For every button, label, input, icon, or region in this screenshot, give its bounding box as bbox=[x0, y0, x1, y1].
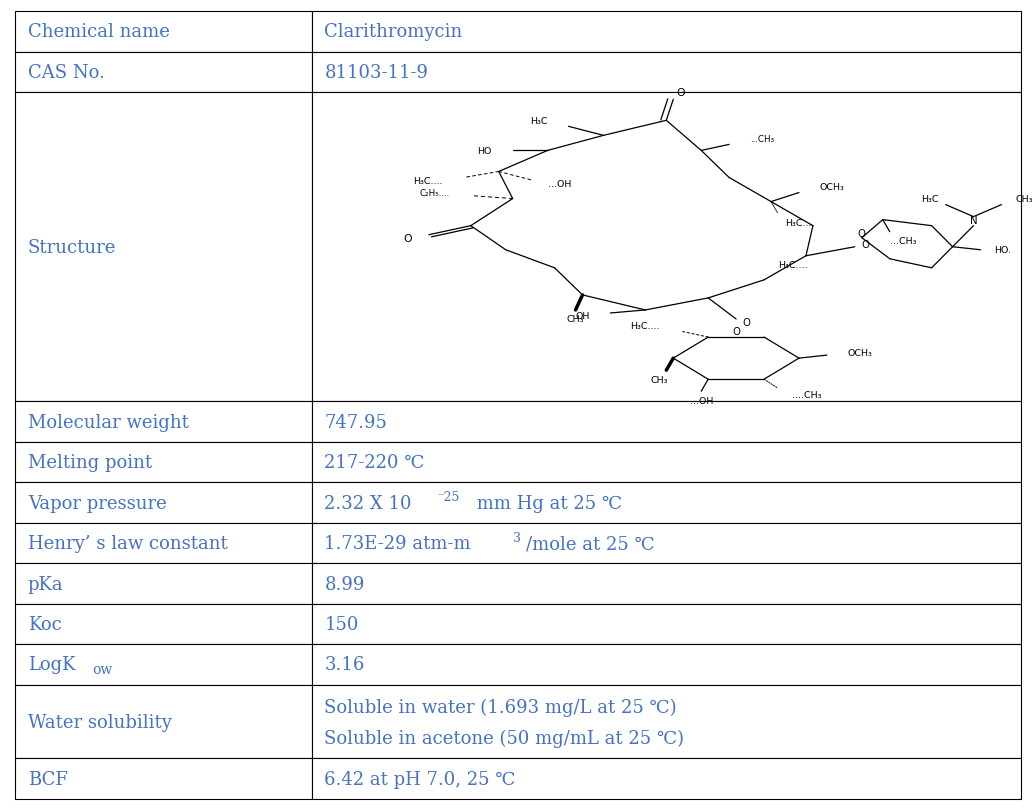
Text: 1.73E-29 atm-m: 1.73E-29 atm-m bbox=[324, 534, 471, 552]
Bar bbox=[312, 53, 1021, 93]
Text: H₃C....: H₃C.... bbox=[413, 177, 443, 186]
Text: CAS No.: CAS No. bbox=[28, 64, 104, 82]
Text: ⁻25: ⁻25 bbox=[437, 491, 460, 504]
Text: Molecular weight: Molecular weight bbox=[28, 413, 189, 431]
Text: ...CH₃: ...CH₃ bbox=[750, 135, 774, 144]
Text: LogK: LogK bbox=[28, 655, 75, 674]
Bar bbox=[15, 758, 312, 799]
Text: O: O bbox=[743, 318, 751, 328]
Bar bbox=[312, 401, 1021, 442]
Text: mm Hg at 25 ℃: mm Hg at 25 ℃ bbox=[471, 494, 622, 512]
Bar bbox=[15, 93, 312, 401]
Bar bbox=[312, 564, 1021, 604]
Text: Soluble in water (1.693 mg/L at 25 ℃): Soluble in water (1.693 mg/L at 25 ℃) bbox=[324, 697, 677, 716]
Bar bbox=[15, 564, 312, 604]
Text: C₂H₅....: C₂H₅.... bbox=[419, 189, 449, 198]
Text: CH₃: CH₃ bbox=[1015, 195, 1033, 204]
Text: ...OH: ...OH bbox=[690, 397, 713, 406]
Text: ow: ow bbox=[92, 663, 113, 676]
Text: /mole at 25 ℃: /mole at 25 ℃ bbox=[526, 534, 655, 552]
Text: Vapor pressure: Vapor pressure bbox=[28, 494, 166, 512]
Text: CH₃: CH₃ bbox=[651, 375, 668, 384]
Text: ....CH₃: ....CH₃ bbox=[792, 390, 821, 399]
Bar bbox=[15, 604, 312, 645]
Text: OCH₃: OCH₃ bbox=[820, 182, 845, 191]
Text: 6.42 at pH 7.0, 25 ℃: 6.42 at pH 7.0, 25 ℃ bbox=[324, 770, 515, 787]
Bar bbox=[312, 12, 1021, 53]
Text: ...OH: ...OH bbox=[547, 180, 571, 189]
Text: H₃C....: H₃C.... bbox=[785, 219, 814, 228]
Bar bbox=[312, 523, 1021, 564]
Text: 150: 150 bbox=[324, 616, 358, 633]
Text: O: O bbox=[862, 239, 870, 250]
Text: Water solubility: Water solubility bbox=[28, 713, 171, 731]
Text: O: O bbox=[732, 327, 740, 337]
Text: Koc: Koc bbox=[28, 616, 62, 633]
Bar bbox=[15, 645, 312, 684]
Text: H₃C: H₃C bbox=[530, 117, 547, 126]
Text: O: O bbox=[857, 229, 866, 239]
Text: Structure: Structure bbox=[28, 238, 117, 256]
Text: 217-220 ℃: 217-220 ℃ bbox=[324, 453, 425, 471]
Bar bbox=[15, 523, 312, 564]
Text: 2.32 X 10: 2.32 X 10 bbox=[324, 494, 412, 512]
Text: HO.: HO. bbox=[995, 246, 1011, 255]
Text: 3.16: 3.16 bbox=[324, 655, 365, 674]
Text: Soluble in acetone (50 mg/mL at 25 ℃): Soluble in acetone (50 mg/mL at 25 ℃) bbox=[324, 729, 685, 747]
Text: CH₃: CH₃ bbox=[567, 315, 585, 324]
Text: Henry’ s law constant: Henry’ s law constant bbox=[28, 534, 227, 552]
Text: H₃C....: H₃C.... bbox=[630, 321, 659, 330]
Text: N: N bbox=[970, 216, 977, 225]
Bar bbox=[15, 401, 312, 442]
Text: OCH₃: OCH₃ bbox=[848, 348, 873, 357]
Text: H₃C....: H₃C.... bbox=[778, 261, 808, 270]
Text: OH: OH bbox=[575, 312, 590, 321]
Bar bbox=[312, 758, 1021, 799]
Bar bbox=[15, 53, 312, 93]
Bar bbox=[312, 442, 1021, 483]
Bar bbox=[15, 12, 312, 53]
Bar bbox=[312, 93, 1021, 401]
Text: Clarithromycin: Clarithromycin bbox=[324, 24, 463, 41]
Text: BCF: BCF bbox=[28, 770, 68, 787]
Text: Melting point: Melting point bbox=[28, 453, 152, 471]
Text: 8.99: 8.99 bbox=[324, 575, 365, 593]
Bar bbox=[15, 684, 312, 758]
Text: 747.95: 747.95 bbox=[324, 413, 387, 431]
Bar bbox=[15, 442, 312, 483]
Text: 81103-11-9: 81103-11-9 bbox=[324, 64, 429, 82]
Bar bbox=[312, 604, 1021, 645]
Text: Chemical name: Chemical name bbox=[28, 24, 169, 41]
Bar bbox=[15, 483, 312, 523]
Text: HO: HO bbox=[477, 147, 492, 156]
Text: pKa: pKa bbox=[28, 575, 63, 593]
Text: 3: 3 bbox=[513, 531, 522, 544]
Bar bbox=[312, 645, 1021, 684]
Text: O: O bbox=[676, 88, 685, 97]
Bar bbox=[312, 684, 1021, 758]
Text: H₃C: H₃C bbox=[921, 195, 939, 204]
Bar bbox=[312, 483, 1021, 523]
Text: O: O bbox=[404, 234, 412, 243]
Text: ...CH₃: ...CH₃ bbox=[889, 237, 916, 246]
